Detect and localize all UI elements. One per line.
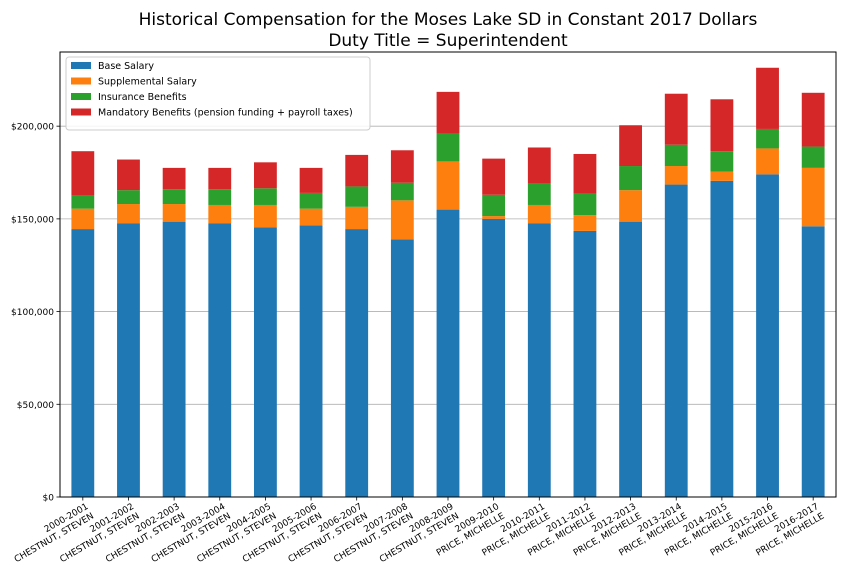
bar-base-salary-14	[710, 180, 734, 498]
bar-base-salary-13	[664, 184, 688, 497]
bar-insurance-benefits-7	[390, 182, 414, 201]
bar-insurance-benefits-11	[573, 193, 597, 216]
chart-subtitle: Duty Title = Superintendent	[328, 31, 568, 51]
y-tick-label-3: $150,000	[11, 215, 54, 225]
bar-mandatory-benefits-pension-funding-payroll-taxes-0	[71, 151, 95, 196]
bar-supplemental-salary-6	[345, 206, 369, 230]
bar-base-salary-4	[254, 227, 277, 497]
bar-insurance-benefits-12	[619, 166, 642, 191]
bar-insurance-benefits-9	[482, 194, 506, 217]
bar-base-salary-9	[482, 218, 506, 497]
legend-frame	[65, 56, 371, 131]
bar-base-salary-0	[71, 229, 95, 497]
bar-supplemental-salary-14	[710, 171, 734, 181]
bar-base-salary-10	[527, 223, 551, 497]
bar-mandatory-benefits-pension-funding-payroll-taxes-16	[801, 92, 825, 147]
bar-mandatory-benefits-pension-funding-payroll-taxes-2	[162, 167, 186, 190]
bar-mandatory-benefits-pension-funding-payroll-taxes-15	[756, 67, 779, 129]
bar-insurance-benefits-3	[208, 189, 232, 205]
bar-mandatory-benefits-pension-funding-payroll-taxes-12	[619, 125, 642, 167]
bar-base-salary-16	[801, 226, 825, 497]
bar-insurance-benefits-2	[162, 189, 186, 205]
bar-base-salary-6	[345, 229, 369, 497]
bar-mandatory-benefits-pension-funding-payroll-taxes-8	[436, 91, 460, 134]
bar-insurance-benefits-10	[527, 183, 551, 205]
bar-insurance-benefits-14	[710, 151, 734, 172]
bar-mandatory-benefits-pension-funding-payroll-taxes-5	[299, 167, 323, 193]
bar-mandatory-benefits-pension-funding-payroll-taxes-1	[117, 159, 140, 191]
bar-mandatory-benefits-pension-funding-payroll-taxes-4	[254, 162, 277, 189]
x-axis: 2000-2001CHESTNUT, STEVEN2001-2002CHESTN…	[7, 497, 826, 565]
bar-supplemental-salary-3	[208, 204, 232, 224]
bars	[71, 67, 825, 498]
y-tick-label-1: $50,000	[17, 401, 54, 411]
legend-label-2: Insurance Benefits	[98, 92, 187, 103]
bar-supplemental-salary-15	[756, 148, 779, 175]
bar-insurance-benefits-4	[254, 188, 277, 205]
bar-supplemental-salary-12	[619, 190, 642, 222]
legend-label-0: Base Salary	[98, 61, 154, 72]
bar-insurance-benefits-13	[664, 144, 688, 167]
bar-mandatory-benefits-pension-funding-payroll-taxes-13	[664, 93, 688, 145]
bar-insurance-benefits-15	[756, 128, 779, 149]
bar-base-salary-11	[573, 230, 597, 498]
bar-base-salary-15	[756, 174, 779, 497]
legend-swatch-2	[71, 93, 91, 100]
bar-base-salary-3	[208, 223, 232, 497]
bar-supplemental-salary-8	[436, 161, 460, 210]
bar-mandatory-benefits-pension-funding-payroll-taxes-7	[390, 150, 414, 183]
bar-insurance-benefits-6	[345, 186, 369, 207]
legend: Base Salary Supplemental Salary Insurance …	[65, 56, 371, 131]
bar-mandatory-benefits-pension-funding-payroll-taxes-9	[482, 158, 506, 195]
bar-insurance-benefits-8	[436, 133, 460, 162]
bar-insurance-benefits-1	[117, 190, 140, 205]
bar-mandatory-benefits-pension-funding-payroll-taxes-10	[527, 147, 551, 184]
bar-supplemental-salary-2	[162, 204, 186, 222]
bar-mandatory-benefits-pension-funding-payroll-taxes-6	[345, 154, 369, 187]
bar-base-salary-7	[390, 239, 414, 498]
chart-title: Historical Compensation for the Moses La…	[139, 10, 758, 30]
bar-base-salary-2	[162, 221, 186, 497]
bar-insurance-benefits-5	[299, 192, 323, 209]
bar-mandatory-benefits-pension-funding-payroll-taxes-11	[573, 153, 597, 194]
bar-supplemental-salary-5	[299, 208, 323, 226]
bar-supplemental-salary-16	[801, 167, 825, 227]
bar-supplemental-salary-13	[664, 166, 688, 185]
bar-base-salary-8	[436, 209, 460, 497]
bar-base-salary-5	[299, 225, 323, 498]
y-axis: $0 $50,000 $100,000 $150,000 $200,000	[11, 123, 60, 504]
bar-supplemental-salary-1	[117, 204, 140, 224]
bar-supplemental-salary-10	[527, 204, 551, 224]
bar-insurance-benefits-16	[801, 146, 825, 168]
bar-base-salary-12	[619, 221, 642, 497]
bar-supplemental-salary-4	[254, 204, 277, 228]
bar-supplemental-salary-0	[71, 208, 95, 230]
legend-label-3: Mandatory Benefits (pension funding + pa…	[98, 108, 353, 119]
y-tick-label-0: $0	[43, 494, 55, 504]
bar-insurance-benefits-0	[71, 195, 95, 209]
y-tick-label-2: $100,000	[11, 308, 54, 318]
legend-label-1: Supplemental Salary	[98, 77, 197, 88]
legend-swatch-3	[71, 108, 91, 116]
bar-mandatory-benefits-pension-funding-payroll-taxes-3	[208, 167, 232, 190]
legend-swatch-0	[71, 62, 91, 69]
y-tick-label-4: $200,000	[11, 123, 54, 133]
bar-supplemental-salary-7	[390, 200, 414, 240]
bar-supplemental-salary-9	[482, 216, 506, 219]
x-tick-label-0: 2000-2001CHESTNUT, STEVEN	[7, 502, 95, 565]
bar-mandatory-benefits-pension-funding-payroll-taxes-14	[710, 99, 734, 152]
legend-swatch-1	[71, 77, 91, 85]
bar-supplemental-salary-11	[573, 215, 597, 231]
bar-base-salary-1	[117, 223, 140, 497]
